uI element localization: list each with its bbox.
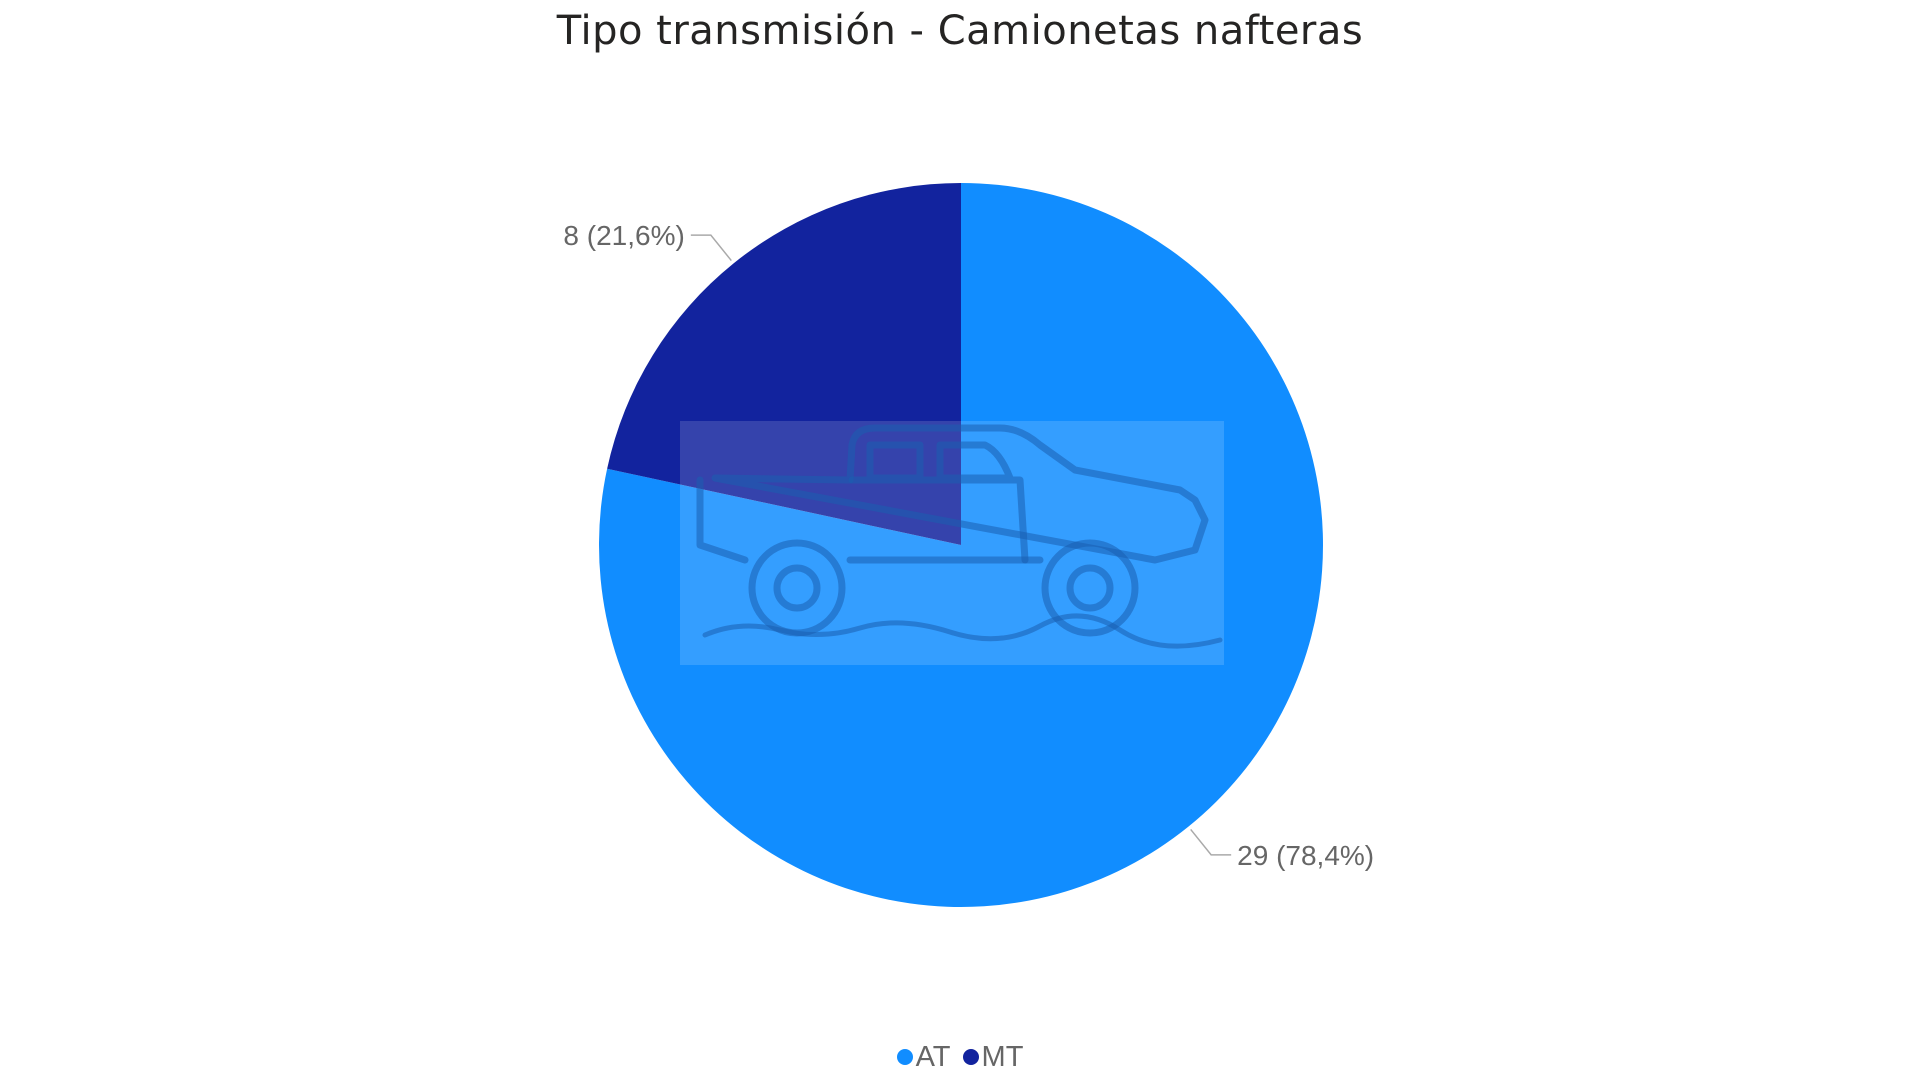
leader-line-at bbox=[1190, 828, 1232, 856]
legend-item-mt[interactable]: MT bbox=[962, 1040, 1024, 1074]
legend-marker-mt bbox=[962, 1049, 979, 1065]
legend-label-at: AT bbox=[915, 1040, 951, 1073]
data-label-at: 29 (78,4%) bbox=[1237, 840, 1374, 871]
data-label-mt: 8 (21,6%) bbox=[563, 220, 684, 251]
chart-title: Tipo transmisión - Camionetas nafteras bbox=[556, 8, 1364, 54]
legend-marker-at bbox=[896, 1049, 913, 1065]
leader-line-mt bbox=[690, 234, 732, 262]
pickup-truck-watermark-icon bbox=[680, 421, 1224, 665]
legend-item-at[interactable]: AT bbox=[896, 1040, 951, 1074]
legend: AT MT bbox=[0, 1040, 1920, 1074]
legend-label-mt: MT bbox=[981, 1040, 1024, 1073]
